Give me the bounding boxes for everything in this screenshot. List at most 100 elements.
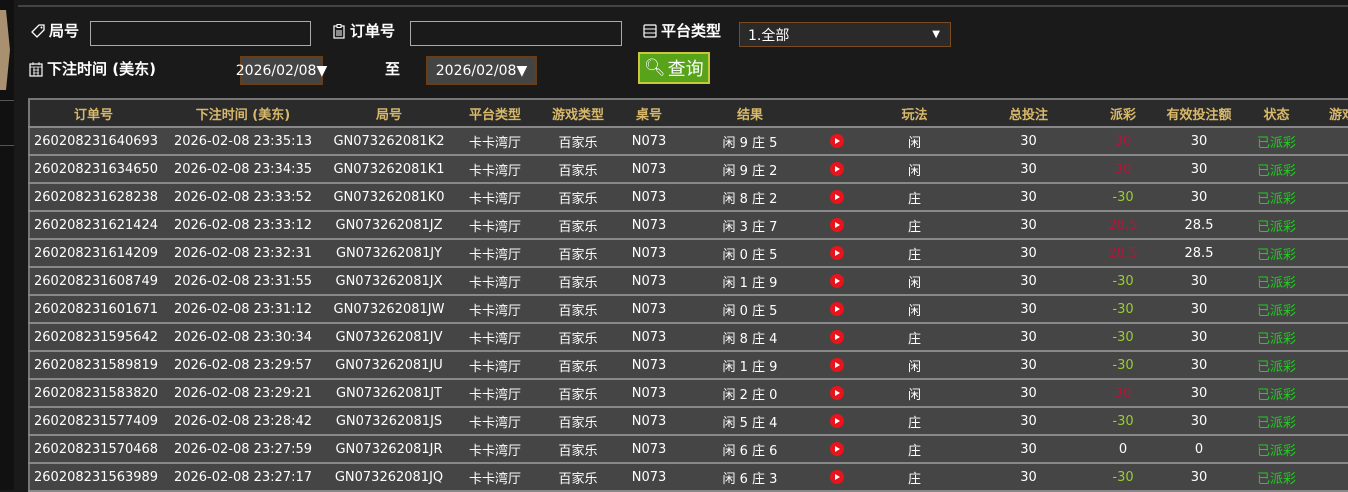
play-icon[interactable] <box>830 246 844 260</box>
order-label-text: 订单号 <box>350 22 396 40</box>
cell-round-no: GN073262081JV <box>329 323 449 352</box>
cell-payout: -30 <box>1085 295 1161 324</box>
cell-status: 已派彩 <box>1237 211 1316 240</box>
cell-game-type: 百家乐 <box>541 351 615 380</box>
play-icon[interactable] <box>830 190 844 204</box>
cell-game-type: 百家乐 <box>541 435 615 464</box>
cell-status: 已派彩 <box>1237 407 1316 436</box>
header-bet-type: 玩法 <box>857 98 972 128</box>
table-row: 260208231634650 2026-02-08 23:34:35 GN0732… <box>29 155 1348 184</box>
play-icon[interactable] <box>830 218 844 232</box>
cell-status: 已派彩 <box>1237 323 1316 352</box>
cell-status: 已派彩 <box>1237 183 1316 212</box>
cell-game-mode: - <box>1316 155 1348 184</box>
cell-result: 闲 0 庄 5 <box>683 239 817 268</box>
play-icon[interactable] <box>830 330 844 344</box>
play-icon[interactable] <box>830 162 844 176</box>
date-from-picker[interactable]: 2026/02/08▼ <box>236 56 327 85</box>
cell-platform: 卡卡湾厅 <box>449 183 541 212</box>
cell-valid-bet: 28.5 <box>1161 211 1237 240</box>
cell-round-no: GN073262081K1 <box>329 155 449 184</box>
cell-game-type: 百家乐 <box>541 379 615 408</box>
cell-bet-type: 闲 <box>857 379 972 408</box>
cell-bet-time: 2026-02-08 23:33:12 <box>157 211 329 240</box>
cell-table-no: N073 <box>615 463 683 492</box>
cell-bet-type: 庄 <box>857 435 972 464</box>
cell-status: 已派彩 <box>1237 379 1316 408</box>
play-icon[interactable] <box>830 414 844 428</box>
play-icon[interactable] <box>830 470 844 484</box>
cell-table-no: N073 <box>615 435 683 464</box>
cell-game-type: 百家乐 <box>541 127 615 156</box>
play-icon[interactable] <box>830 442 844 456</box>
table-row: 260208231563989 2026-02-08 23:27:17 GN0732… <box>29 463 1348 492</box>
cell-bet-time: 2026-02-08 23:28:42 <box>157 407 329 436</box>
cell-order-no: 260208231621424 <box>29 211 158 240</box>
cell-bet-type: 闲 <box>857 267 972 296</box>
cell-round-no: GN073262081JU <box>329 351 449 380</box>
cell-total-bet: 30 <box>972 211 1085 240</box>
cell-round-no: GN073262081K2 <box>329 127 449 156</box>
cell-total-bet: 30 <box>972 183 1085 212</box>
cell-table-no: N073 <box>615 155 683 184</box>
cell-status: 已派彩 <box>1237 127 1316 156</box>
cell-bet-time: 2026-02-08 23:35:13 <box>157 127 329 156</box>
cell-result: 闲 6 庄 6 <box>683 435 817 464</box>
query-button[interactable]: 🔍︎ 查询 <box>638 52 710 84</box>
cell-game-mode: - <box>1316 351 1348 380</box>
cell-platform: 卡卡湾厅 <box>449 435 541 464</box>
tag-icon <box>31 23 45 38</box>
cell-round-no: GN073262081JS <box>329 407 449 436</box>
cell-total-bet: 30 <box>972 463 1085 492</box>
cell-game-mode: - <box>1316 239 1348 268</box>
header-platform: 平台类型 <box>449 98 541 128</box>
play-icon[interactable] <box>830 274 844 288</box>
replay-cell <box>817 239 857 268</box>
cell-platform: 卡卡湾厅 <box>449 463 541 492</box>
cell-game-type: 百家乐 <box>541 323 615 352</box>
cell-table-no: N073 <box>615 351 683 380</box>
cell-order-no: 260208231570468 <box>29 435 158 464</box>
header-result: 结果 <box>683 98 817 128</box>
cell-total-bet: 30 <box>972 407 1085 436</box>
table-row: 260208231595642 2026-02-08 23:30:34 GN0732… <box>29 323 1348 352</box>
order-input[interactable] <box>410 21 622 46</box>
cell-table-no: N073 <box>615 127 683 156</box>
cell-game-type: 百家乐 <box>541 155 615 184</box>
cell-table-no: N073 <box>615 295 683 324</box>
replay-cell <box>817 379 857 408</box>
left-edge <box>0 0 14 490</box>
cell-round-no: GN073262081JW <box>329 295 449 324</box>
replay-cell <box>817 407 857 436</box>
cell-platform: 卡卡湾厅 <box>449 379 541 408</box>
cell-order-no: 260208231577409 <box>29 407 158 436</box>
cell-status: 已派彩 <box>1237 435 1316 464</box>
server-icon <box>643 23 657 38</box>
bet-records-table: 订单号 下注时间 (美东) 局号 平台类型 游戏类型 桌号 结果 玩法 总投注 派彩 有效投注额 状态… <box>28 98 1348 492</box>
cell-payout: -30 <box>1085 267 1161 296</box>
sidebar-toggle[interactable] <box>0 10 10 90</box>
date-to-picker[interactable]: 2026/02/08▼ <box>426 56 537 85</box>
play-icon[interactable] <box>830 358 844 372</box>
cell-valid-bet: 30 <box>1161 407 1237 436</box>
cell-status: 已派彩 <box>1237 267 1316 296</box>
cell-valid-bet: 30 <box>1161 155 1237 184</box>
cell-game-type: 百家乐 <box>541 463 615 492</box>
cell-result: 闲 9 庄 5 <box>683 127 817 156</box>
play-icon[interactable] <box>830 302 844 316</box>
platform-select[interactable]: 1.全部 ▼ <box>739 22 951 47</box>
cell-bet-time: 2026-02-08 23:33:52 <box>157 183 329 212</box>
cell-bet-time: 2026-02-08 23:32:31 <box>157 239 329 268</box>
cell-game-mode: - <box>1316 183 1348 212</box>
cell-game-mode: - <box>1316 323 1348 352</box>
header-round-no: 局号 <box>329 98 449 128</box>
play-icon[interactable] <box>830 134 844 148</box>
round-input[interactable] <box>90 21 311 46</box>
cell-result: 闲 9 庄 2 <box>683 155 817 184</box>
platform-selected: 1.全部 <box>748 27 790 44</box>
cell-valid-bet: 30 <box>1161 323 1237 352</box>
play-icon[interactable] <box>830 386 844 400</box>
replay-cell <box>817 127 857 156</box>
cell-round-no: GN073262081JX <box>329 267 449 296</box>
cell-status: 已派彩 <box>1237 295 1316 324</box>
